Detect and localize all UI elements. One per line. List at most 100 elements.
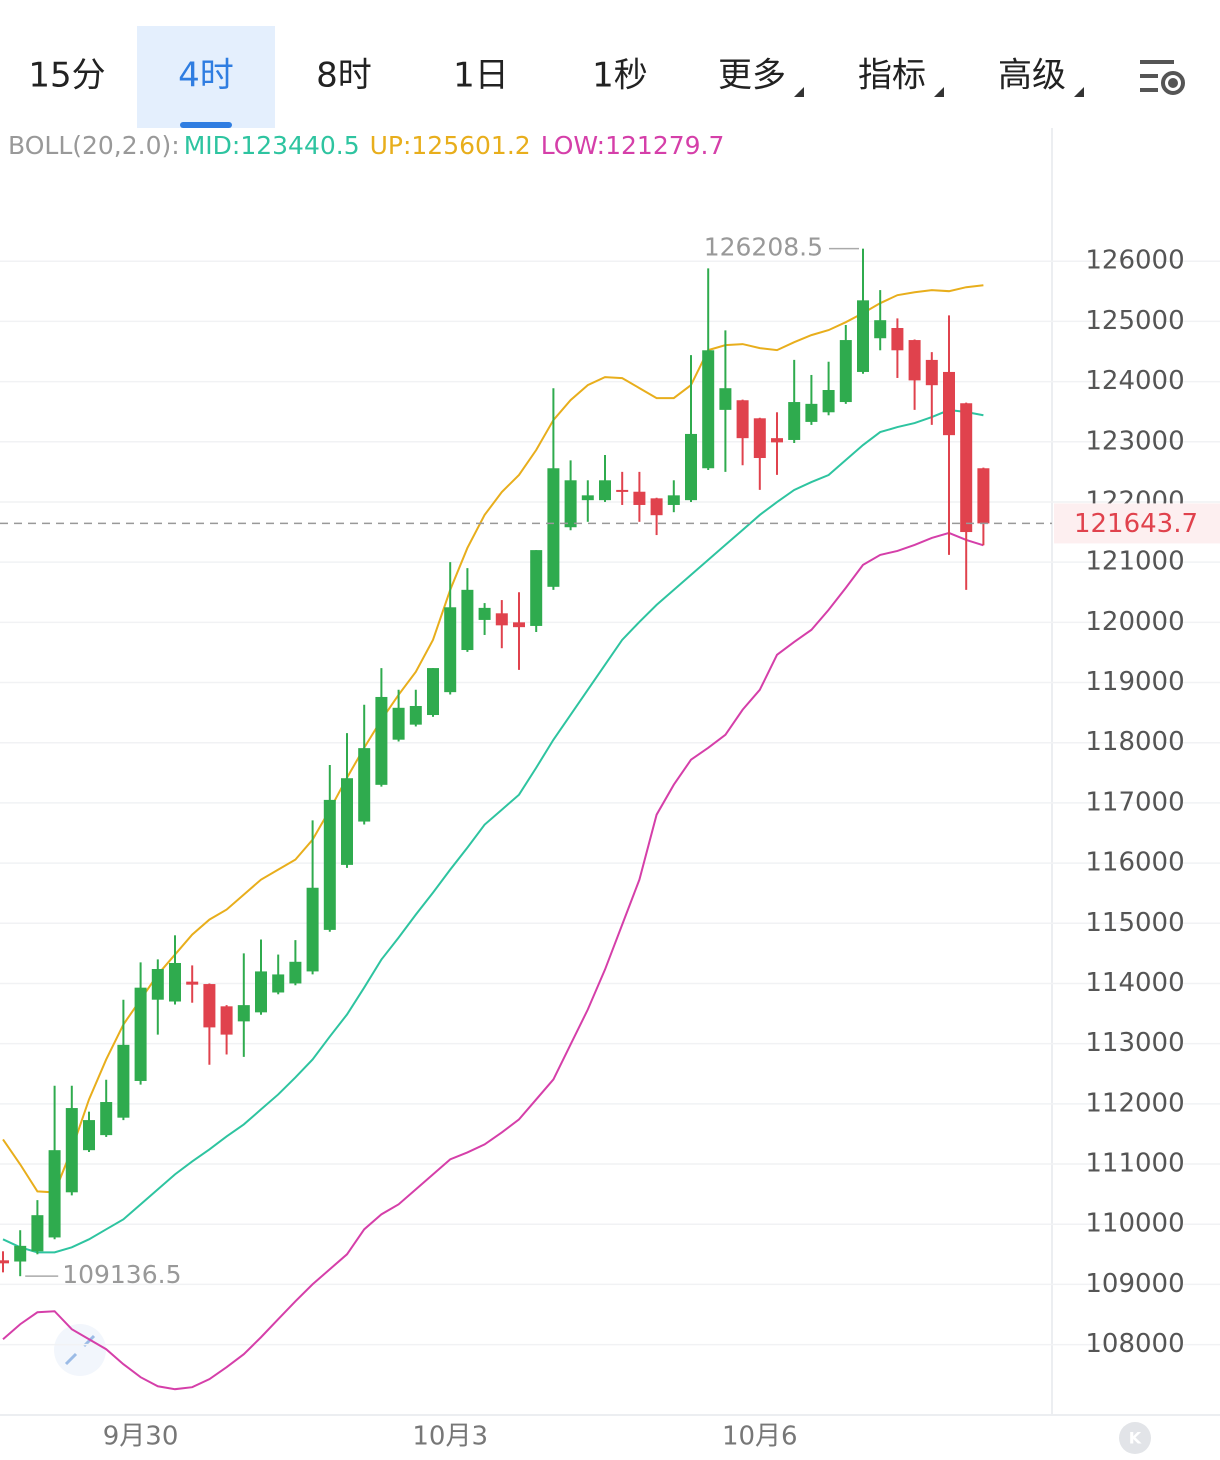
candle-body <box>547 468 560 587</box>
y-tick-label: 113000 <box>1085 1028 1184 1058</box>
x-tick-label: 10月3 <box>412 1422 488 1452</box>
candle-body <box>874 320 887 339</box>
candle-body <box>650 498 663 516</box>
candle-body <box>427 668 439 716</box>
x-tick-label: 9月30 <box>103 1422 179 1452</box>
candle-body <box>805 403 818 422</box>
candle-body <box>0 1260 9 1264</box>
candle-body <box>169 962 181 1002</box>
max-annotation: 126208.5 <box>704 233 823 262</box>
y-tick-label: 117000 <box>1085 787 1184 817</box>
candle-body <box>134 987 147 1081</box>
band-line <box>2 284 984 1194</box>
candle-body <box>255 971 267 1013</box>
candle-body <box>151 969 164 1000</box>
candle-body <box>203 984 216 1028</box>
candle-body <box>530 550 543 626</box>
candle-body <box>478 607 491 620</box>
candle-body <box>100 1102 113 1136</box>
band-line <box>2 409 984 1254</box>
dropdown-arrow <box>1074 87 1084 97</box>
candle-body <box>392 707 405 740</box>
candle-body <box>513 622 525 628</box>
candle-body <box>272 974 285 993</box>
candle-body <box>771 438 783 443</box>
y-tick-label: 112000 <box>1085 1088 1184 1118</box>
dropdown-arrow <box>794 87 804 97</box>
expand-icon[interactable] <box>54 1324 106 1376</box>
y-tick-label: 125000 <box>1085 306 1184 336</box>
tab[interactable]: 高级 <box>998 56 1066 96</box>
candle-body <box>702 350 715 469</box>
tab[interactable]: 指标 <box>858 56 926 96</box>
last-price-label: 121643.7 <box>1074 509 1198 539</box>
candle-body <box>495 613 508 626</box>
candle-body <box>444 607 457 693</box>
indicator-name: BOLL(20,2.0): <box>8 131 180 160</box>
candle-body <box>461 589 474 651</box>
candle-body <box>581 495 594 501</box>
candle-body <box>977 468 990 524</box>
y-tick-label: 123000 <box>1085 426 1184 456</box>
y-tick-label: 116000 <box>1085 848 1184 878</box>
last-price-box <box>1054 503 1220 544</box>
tab[interactable]: 1日 <box>453 56 509 96</box>
candle-body <box>48 1150 61 1238</box>
y-tick-label: 108000 <box>1085 1329 1184 1359</box>
active-tab-bg <box>137 26 275 128</box>
candle-body <box>943 371 955 436</box>
candle-body <box>220 1006 233 1035</box>
y-tick-label: 114000 <box>1085 968 1184 998</box>
candle-body <box>341 778 353 865</box>
tab[interactable]: 15分 <box>28 56 105 96</box>
dropdown-arrow <box>934 87 944 97</box>
tab[interactable]: 更多 <box>718 56 786 96</box>
candle-body <box>891 328 904 351</box>
candle-body <box>65 1108 78 1193</box>
candle-body <box>960 403 973 533</box>
candle-body <box>358 748 371 822</box>
indicator-legend: BOLL(20,2.0): MID:123440.5 UP:125601.2 LOW:… <box>8 131 724 160</box>
candle-body <box>409 705 422 725</box>
y-tick-label: 126000 <box>1085 246 1184 276</box>
legend-entry: UP:125601.2 <box>370 131 531 160</box>
settings-icon[interactable] <box>1140 60 1185 95</box>
y-tick-label: 124000 <box>1085 366 1184 396</box>
candle-body <box>736 400 749 439</box>
history-button[interactable]: K <box>1119 1422 1151 1454</box>
candle-body <box>306 887 319 972</box>
y-tick-label: 109000 <box>1085 1269 1184 1299</box>
candle-body <box>925 359 938 386</box>
y-tick-label: 121000 <box>1085 547 1184 577</box>
candle-body <box>31 1215 44 1252</box>
candle-body <box>323 799 336 930</box>
y-tick-label: 115000 <box>1085 908 1184 938</box>
candle-body <box>667 495 680 505</box>
candle-body <box>685 433 697 501</box>
candle-body <box>839 340 852 403</box>
y-tick-label: 111000 <box>1085 1149 1184 1179</box>
candle-body <box>719 388 732 410</box>
tab[interactable]: 8时 <box>316 56 372 96</box>
candle-body <box>753 418 766 459</box>
x-tick-label: 10月6 <box>722 1422 798 1452</box>
y-tick-label: 118000 <box>1085 727 1184 757</box>
candle-body <box>117 1044 130 1118</box>
tab[interactable]: 4时 <box>178 56 234 96</box>
candle-body <box>83 1120 95 1151</box>
candle-body <box>564 480 577 528</box>
candle-body <box>908 340 921 381</box>
candle-body <box>375 696 388 785</box>
candle-body <box>788 402 801 440</box>
candle-body <box>14 1245 27 1262</box>
candle-body <box>616 489 629 492</box>
legend-entry: MID:123440.5 <box>184 131 360 160</box>
min-annotation: 109136.5 <box>62 1260 181 1289</box>
legend-entry: LOW:121279.7 <box>541 131 725 160</box>
candle-body <box>186 981 199 985</box>
y-tick-label: 120000 <box>1085 607 1184 637</box>
band-line <box>2 531 984 1391</box>
tab[interactable]: 1秒 <box>592 56 648 96</box>
